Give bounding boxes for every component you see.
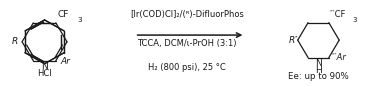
Text: ′′′CF: ′′′CF	[330, 10, 347, 19]
Text: TCCA, DCM/ι-PrOH (3:1): TCCA, DCM/ι-PrOH (3:1)	[137, 39, 237, 48]
Text: [Ir(COD)Cl]₂/(ᴿ)-DifluorPhos: [Ir(COD)Cl]₂/(ᴿ)-DifluorPhos	[130, 10, 244, 19]
Text: R: R	[288, 36, 295, 45]
Text: H₂ (800 psi), 25 °C: H₂ (800 psi), 25 °C	[148, 63, 226, 72]
Text: N: N	[41, 62, 48, 71]
Text: 3: 3	[353, 17, 357, 23]
Text: R: R	[11, 37, 18, 46]
Text: Ar: Ar	[60, 57, 70, 66]
Text: CF: CF	[57, 10, 69, 19]
Text: Ee: up to 90%: Ee: up to 90%	[288, 72, 349, 81]
Text: HCl: HCl	[37, 69, 52, 78]
Text: H: H	[315, 66, 322, 75]
Text: ′′: ′′	[295, 36, 298, 45]
Text: ′′′Ar: ′′′Ar	[332, 53, 347, 62]
Text: 3: 3	[77, 17, 82, 23]
Text: N: N	[315, 59, 322, 68]
